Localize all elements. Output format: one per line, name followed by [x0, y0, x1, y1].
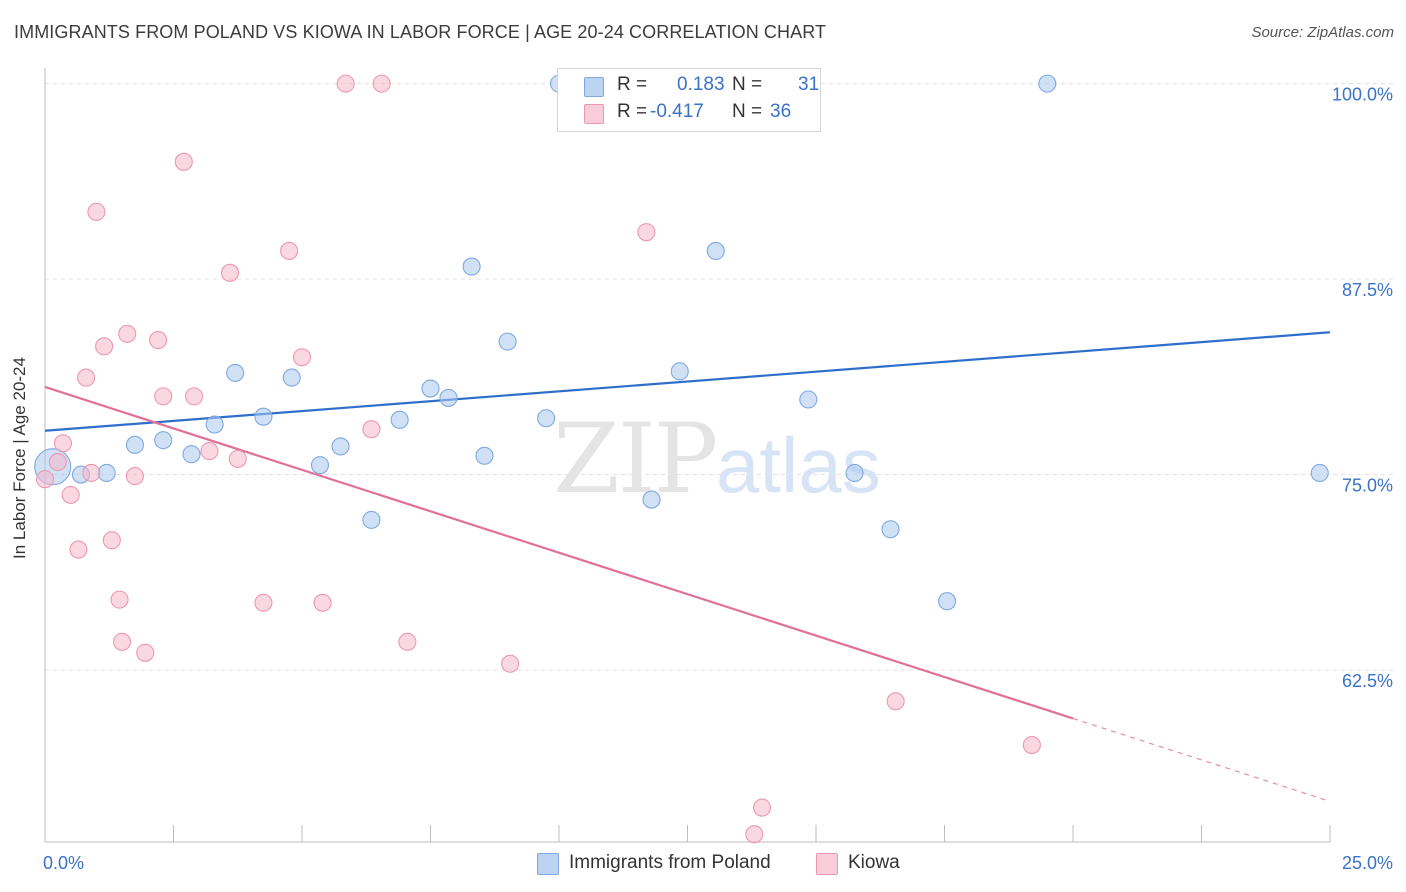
point-kiowa	[362, 420, 381, 439]
point-kiowa	[53, 434, 73, 453]
point-kiowa	[113, 632, 132, 651]
y-tick-label: 87.5%	[1342, 280, 1393, 300]
point-kiowa	[372, 74, 391, 93]
point-kiowa	[77, 368, 96, 387]
point-poland	[182, 445, 201, 464]
point-kiowa	[637, 223, 656, 242]
x-tick-label: 0.0%	[43, 853, 84, 873]
series-swatch-poland	[537, 853, 559, 875]
point-poland	[938, 592, 957, 611]
point-kiowa	[118, 324, 137, 343]
point-kiowa	[69, 540, 88, 559]
point-kiowa	[254, 593, 273, 612]
legend-n-value: 36	[770, 101, 792, 122]
point-poland	[226, 363, 245, 382]
trend-line-extension	[1072, 717, 1331, 802]
legend-r-value: -0.417	[650, 101, 704, 122]
point-poland	[439, 388, 458, 407]
point-kiowa	[136, 643, 155, 662]
point-kiowa	[292, 348, 312, 367]
point-kiowa	[1022, 736, 1041, 755]
point-kiowa	[87, 202, 106, 221]
y-axis-title: In Labor Force | Age 20-24	[10, 357, 29, 559]
trend-line-kiowa	[44, 385, 1074, 720]
legend-n-value: 31	[798, 74, 820, 95]
point-poland	[706, 241, 725, 260]
point-poland	[97, 463, 116, 483]
point-kiowa	[886, 692, 905, 711]
point-kiowa	[110, 590, 129, 609]
series-label-poland: Immigrants from Poland	[569, 852, 771, 873]
point-kiowa	[149, 331, 168, 350]
point-poland	[799, 390, 818, 409]
point-kiowa	[185, 387, 204, 406]
y-tick-label: 100.0%	[1332, 85, 1393, 105]
point-kiowa	[95, 337, 114, 356]
point-kiowa	[336, 74, 355, 93]
point-poland	[845, 463, 864, 483]
point-poland	[462, 257, 481, 276]
legend-r-value: 0.183	[677, 74, 725, 95]
point-poland	[362, 510, 381, 529]
point-kiowa	[35, 470, 55, 489]
point-kiowa	[102, 531, 121, 550]
point-kiowa	[752, 798, 772, 817]
legend-n-label: N =	[732, 74, 763, 95]
point-poland	[125, 435, 144, 454]
chart-title: IMMIGRANTS FROM POLAND VS KIOWA IN LABOR…	[14, 22, 827, 42]
point-kiowa	[61, 485, 80, 504]
point-kiowa	[82, 463, 101, 483]
point-kiowa	[200, 442, 219, 461]
point-poland	[881, 520, 900, 539]
point-poland	[282, 368, 301, 387]
point-poland	[498, 332, 517, 351]
series-swatch-kiowa	[816, 853, 838, 875]
point-poland	[475, 446, 494, 465]
legend-r-label: R =	[617, 74, 648, 95]
point-kiowa	[501, 654, 520, 673]
y-tick-label: 75.0%	[1342, 476, 1393, 496]
point-kiowa	[174, 152, 193, 171]
point-kiowa	[280, 241, 299, 260]
point-kiowa	[398, 632, 417, 651]
point-poland	[254, 407, 273, 426]
point-poland	[421, 379, 440, 398]
point-kiowa	[228, 449, 247, 468]
series-label-kiowa: Kiowa	[848, 852, 900, 873]
point-poland	[310, 456, 330, 475]
x-tick-label: 25.0%	[1342, 853, 1393, 873]
point-poland	[1310, 463, 1329, 483]
point-kiowa	[154, 387, 173, 406]
legend-swatch-poland	[584, 77, 604, 97]
point-poland	[205, 415, 224, 434]
y-tick-label: 62.5%	[1342, 671, 1393, 691]
point-kiowa	[745, 825, 764, 844]
point-poland	[537, 409, 556, 428]
point-poland	[390, 410, 409, 429]
series-legend: Immigrants from Poland Kiowa	[0, 852, 1406, 878]
point-kiowa	[220, 263, 240, 282]
source-label: Source: ZipAtlas.com	[1251, 24, 1394, 41]
point-poland	[1038, 74, 1057, 93]
point-poland	[331, 437, 350, 456]
legend-swatch-kiowa	[584, 104, 604, 124]
point-kiowa	[48, 452, 67, 472]
point-kiowa	[313, 593, 332, 612]
point-poland	[154, 431, 173, 450]
point-poland	[642, 490, 661, 509]
point-kiowa	[125, 467, 144, 486]
correlation-legend: R = 0.183 N = 31 R = -0.417 N = 36	[557, 68, 821, 132]
point-poland	[670, 362, 689, 381]
legend-r-label: R =	[617, 101, 648, 122]
legend-n-label: N =	[732, 101, 763, 122]
watermark-zip: ZIP	[553, 403, 716, 515]
